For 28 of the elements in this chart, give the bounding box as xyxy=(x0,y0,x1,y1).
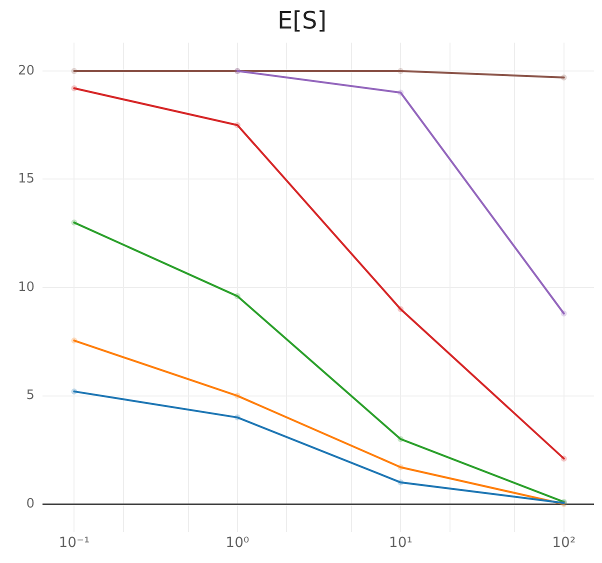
x-tick-label: 10⁻¹ xyxy=(58,535,90,552)
point xyxy=(398,464,404,470)
point xyxy=(71,68,78,74)
point xyxy=(398,90,404,96)
point xyxy=(71,388,78,394)
y-tick-label: 15 xyxy=(18,172,35,187)
y-tick-label: 5 xyxy=(26,388,35,404)
x-tick-label: 10⁰ xyxy=(226,535,250,552)
y-tick-label: 0 xyxy=(26,496,35,512)
point xyxy=(234,392,240,399)
point xyxy=(71,85,78,92)
point xyxy=(234,293,240,300)
point xyxy=(560,310,567,316)
x-tick-label: 10² xyxy=(552,535,576,552)
point xyxy=(398,306,404,312)
point xyxy=(234,414,240,420)
chart-title: E[S] xyxy=(277,6,327,35)
point xyxy=(398,68,404,74)
y-tick-label: 10 xyxy=(18,280,35,295)
point xyxy=(71,220,78,226)
y-tick-label: 20 xyxy=(18,63,35,78)
point xyxy=(71,338,78,344)
point xyxy=(234,122,240,128)
point xyxy=(560,456,567,462)
point xyxy=(398,479,404,486)
x-tick-label: 10¹ xyxy=(388,535,412,552)
point xyxy=(560,74,567,80)
point xyxy=(398,436,404,442)
